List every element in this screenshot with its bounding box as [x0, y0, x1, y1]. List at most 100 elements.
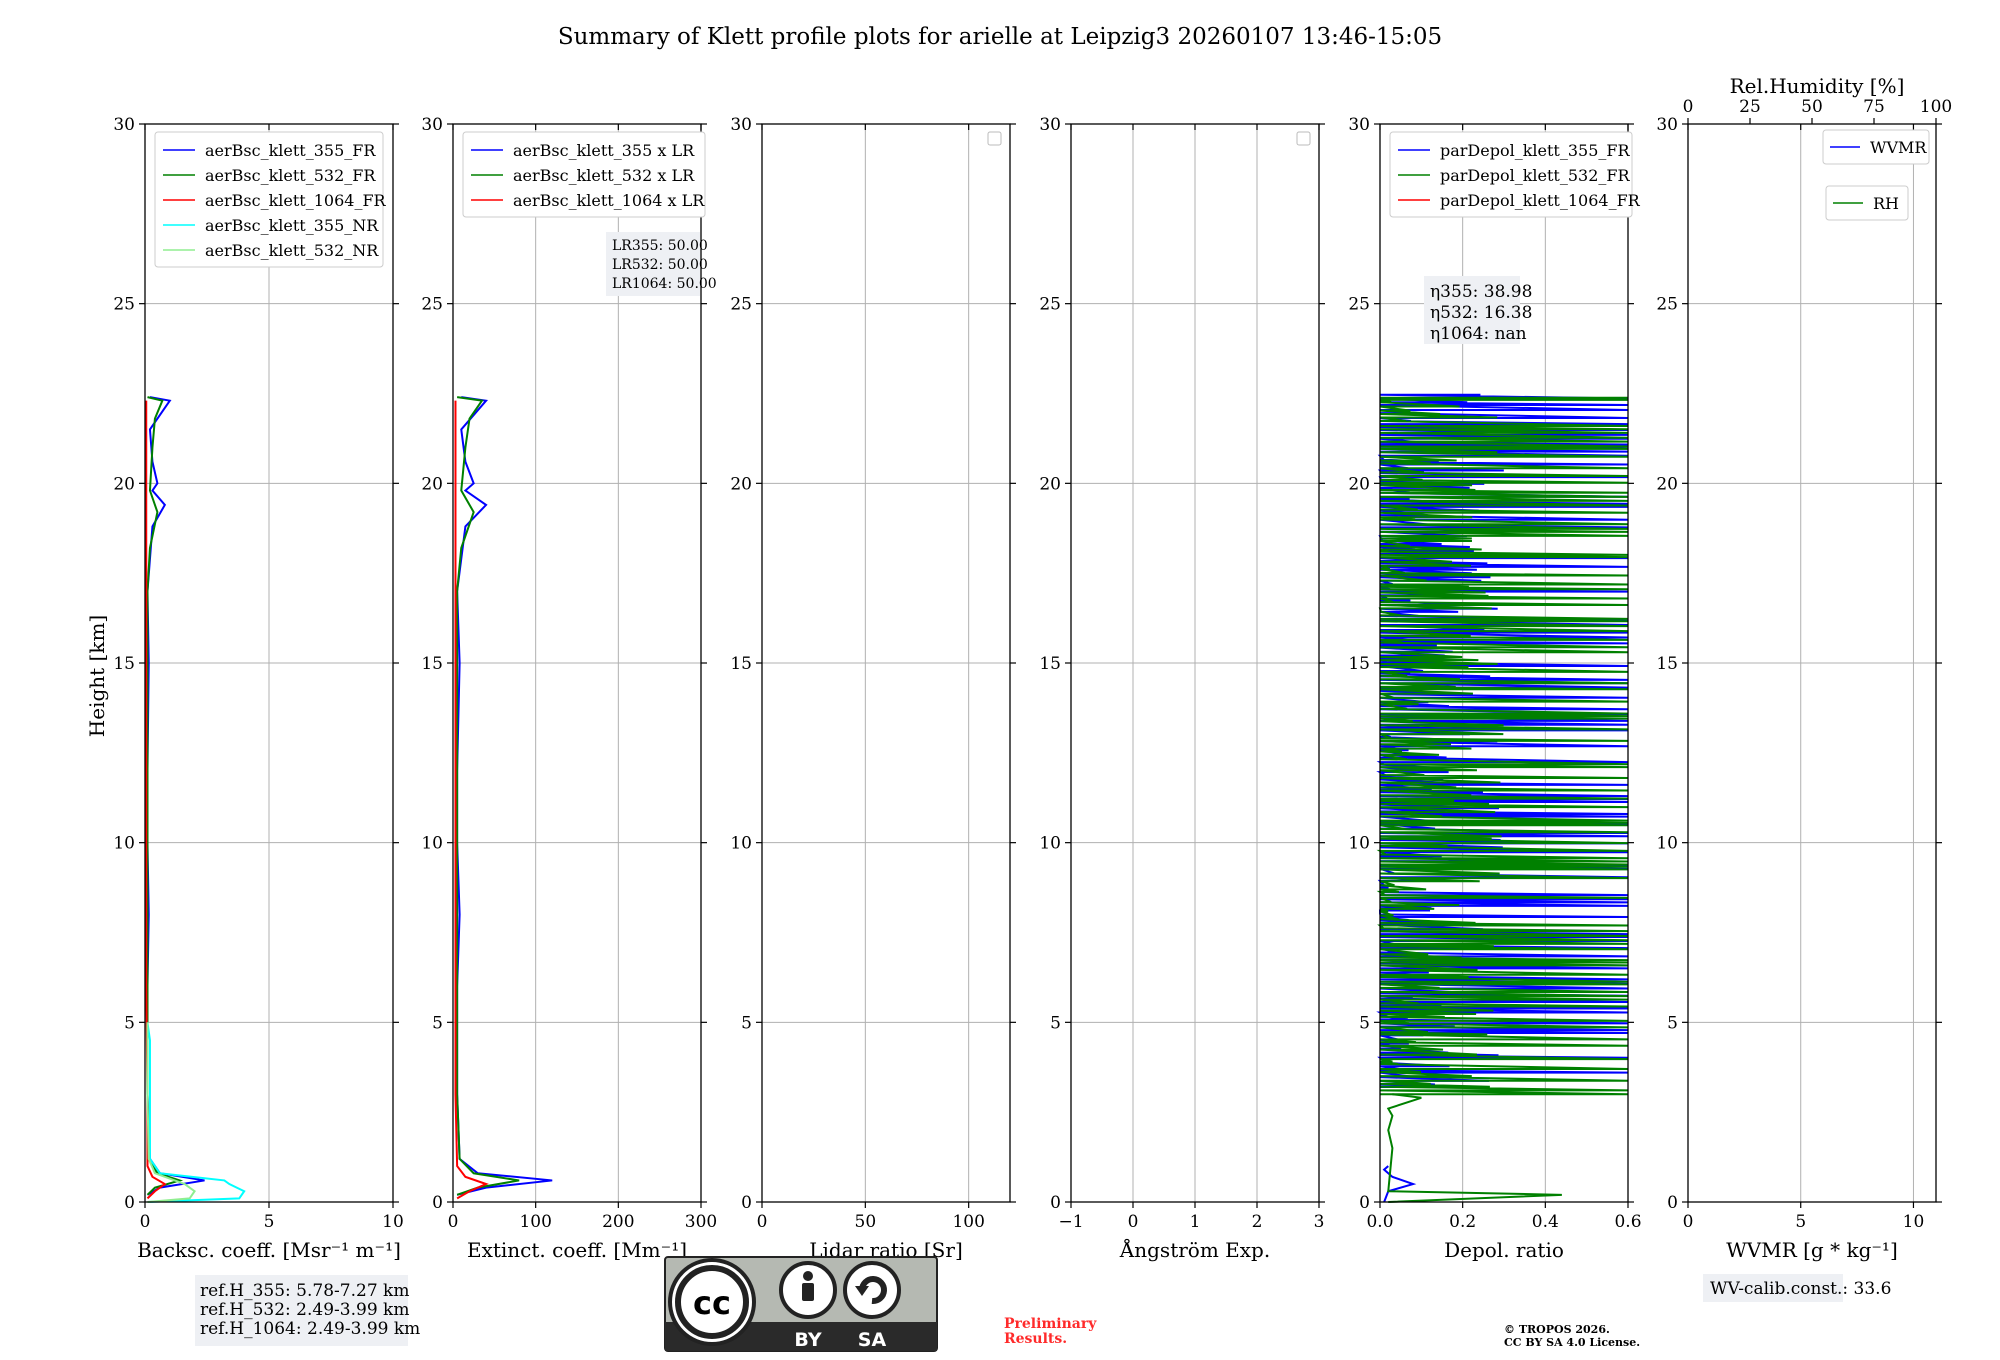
legend-label: aerBsc_klett_355_FR [205, 141, 376, 160]
x-tick-label: −1 [1058, 1212, 1083, 1232]
y-tick-label: 30 [1039, 115, 1061, 135]
x-tick-label: 200 [602, 1212, 634, 1232]
y-tick-label: 30 [1348, 115, 1370, 135]
legend-label: aerBsc_klett_532 x LR [513, 166, 695, 185]
lr-annotation: LR1064: 50.00 [612, 276, 717, 292]
y-tick-label: 10 [1348, 834, 1370, 854]
y-tick-label: 30 [113, 115, 135, 135]
sa-label: SA [858, 1329, 887, 1351]
y-tick-label: 30 [421, 115, 443, 135]
panel-backscatter: 0 5 10 0 5 10 15 20 25 30 Backsc. coeff. [Msr⁻¹ m⁻… [113, 115, 403, 1262]
eta-annotation: η1064: nan [1430, 324, 1527, 344]
y-tick-label: 25 [113, 295, 135, 315]
x-tick-label: 0 [1128, 1212, 1139, 1232]
series-line [456, 396, 553, 1196]
y-tick-label: 15 [113, 654, 135, 674]
y-tick-label: 20 [1656, 474, 1678, 494]
y-tick-label: 15 [1348, 654, 1370, 674]
x-tick-label: 0 [757, 1212, 768, 1232]
axes-frame [1379, 123, 1629, 1203]
legend-label: parDepol_klett_355_FR [1440, 141, 1631, 160]
x-axis-label: Extinct. coeff. [Mm⁻¹] [467, 1238, 687, 1262]
x-tick-label: 5 [264, 1212, 275, 1232]
preliminary-note: Preliminary [1004, 1316, 1097, 1332]
y-tick-label: 20 [1348, 474, 1370, 494]
y-tick-label: 10 [113, 834, 135, 854]
panel-depol: 0.0 0.2 0.4 0.6 0 5 10 15 20 25 30 Depol. ratio parD… [1348, 115, 1641, 1262]
legend-label: aerBsc_klett_532_FR [205, 166, 376, 185]
y-tick-label: 15 [730, 654, 752, 674]
y-tick-label: 20 [1039, 474, 1061, 494]
eta-annotation: η532: 16.38 [1430, 303, 1532, 323]
y-tick-label: 5 [1050, 1013, 1061, 1033]
y-tick-label: 25 [421, 295, 443, 315]
x-tick-label: 100 [952, 1212, 984, 1232]
legend-box [154, 131, 384, 268]
x-tick-label: 10 [382, 1212, 404, 1232]
top-tick-label: 100 [1920, 97, 1952, 117]
eta-annotation: η355: 38.98 [1430, 282, 1532, 302]
axes-frame [144, 123, 394, 1203]
axes-frame [761, 123, 1011, 1203]
legend-label: aerBsc_klett_1064 x LR [513, 191, 705, 210]
series-line [146, 1022, 196, 1203]
x-tick-label: 50 [855, 1212, 877, 1232]
series-line [1376, 396, 1629, 1096]
series-line [456, 396, 520, 1196]
y-tick-label: 10 [1656, 834, 1678, 854]
empty-legend-box [987, 131, 1002, 146]
legend-label: aerBsc_klett_532_NR [205, 241, 379, 260]
legend-box [1822, 129, 1930, 165]
legend-label: aerBsc_klett_355 x LR [513, 141, 695, 160]
x-tick-label: 0.6 [1614, 1212, 1641, 1232]
top-tick-label: 75 [1863, 97, 1885, 117]
series-line [1386, 1093, 1562, 1203]
x-axis-label: WVMR [g * kg⁻¹] [1726, 1238, 1898, 1262]
wv-calib-box [1703, 1274, 1843, 1302]
x-tick-label: 0 [1683, 1212, 1694, 1232]
lr-annotation-box [606, 232, 700, 296]
legend-label: WVMR [1870, 138, 1927, 157]
y-tick-label: 0 [1359, 1193, 1370, 1213]
legend-label: aerBsc_klett_355_NR [205, 216, 379, 235]
x-tick-label: 300 [685, 1212, 717, 1232]
y-tick-label: 5 [741, 1013, 752, 1033]
x-tick-label: 10 [1903, 1212, 1925, 1232]
legend-label: RH [1873, 194, 1899, 213]
y-tick-label: 0 [1667, 1193, 1678, 1213]
x-tick-label: 0.0 [1366, 1212, 1393, 1232]
y-tick-label: 10 [730, 834, 752, 854]
x-tick-label: 5 [1795, 1212, 1806, 1232]
y-tick-label: 0 [124, 1193, 135, 1213]
preliminary-note: Results. [1004, 1331, 1067, 1347]
x-tick-label: 0.2 [1449, 1212, 1476, 1232]
legend-label: aerBsc_klett_1064_FR [205, 191, 387, 210]
series-line [454, 400, 489, 1200]
top-axis-label: Rel.Humidity [%] [1730, 74, 1905, 98]
footnote-line: ref.H_355: 5.78-7.27 km [200, 1281, 409, 1301]
x-tick-label: 3 [1314, 1212, 1325, 1232]
top-tick-label: 0 [1683, 97, 1694, 117]
x-axis-label: Depol. ratio [1444, 1238, 1564, 1262]
x-axis-label: Backsc. coeff. [Msr⁻¹ m⁻¹] [137, 1238, 401, 1262]
legend-label: parDepol_klett_532_FR [1440, 166, 1631, 185]
y-tick-label: 25 [1656, 295, 1678, 315]
eta-annotation-box [1424, 276, 1520, 344]
y-axis-label: Height [km] [85, 615, 109, 737]
y-tick-label: 10 [1039, 834, 1061, 854]
y-tick-label: 5 [124, 1013, 135, 1033]
x-tick-label: 1 [1190, 1212, 1201, 1232]
footnote-line: ref.H_1064: 2.49-3.99 km [200, 1319, 420, 1339]
footnote-line: ref.H_532: 2.49-3.99 km [200, 1300, 409, 1320]
lr-annotation: LR532: 50.00 [612, 257, 708, 273]
y-tick-label: 15 [421, 654, 443, 674]
series-line [1382, 1165, 1417, 1203]
x-tick-label: 0.4 [1532, 1212, 1559, 1232]
y-tick-label: 5 [1359, 1013, 1370, 1033]
y-tick-label: 15 [1039, 654, 1061, 674]
y-tick-label: 0 [432, 1193, 443, 1213]
